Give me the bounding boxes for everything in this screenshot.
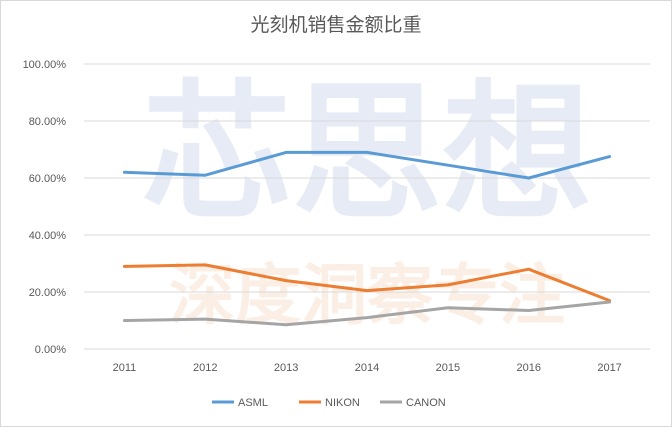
y-tick-label: 60.00% — [29, 173, 67, 185]
y-tick-label: 100.00% — [23, 59, 67, 71]
x-tick-label: 2014 — [355, 362, 379, 374]
series-lines — [122, 150, 612, 327]
x-tick-label: 2015 — [436, 362, 460, 374]
y-tick-label: 40.00% — [29, 230, 67, 242]
watermark-logo: 芯思想 — [142, 67, 592, 241]
chart-title: 光刻机销售金额比重 — [250, 14, 422, 36]
x-axis-ticks: 2011 2012 2013 2014 2015 2016 2017 — [113, 362, 622, 374]
series-line-nikon — [122, 263, 612, 303]
legend-label-canon: CANON — [406, 397, 446, 409]
x-tick-label: 2016 — [516, 362, 540, 374]
legend-label-asml: ASML — [238, 397, 268, 409]
y-tick-label: 20.00% — [29, 287, 67, 299]
x-tick-label: 2013 — [274, 362, 298, 374]
y-tick-label: 80.00% — [29, 116, 67, 128]
y-axis-ticks: 0.00% 20.00% 40.00% 60.00% 80.00% 100.00% — [23, 59, 67, 356]
legend-label-nikon: NIKON — [325, 397, 360, 409]
y-tick-label: 0.00% — [35, 344, 66, 356]
series-line-canon — [122, 300, 612, 327]
x-tick-label: 2011 — [113, 362, 137, 374]
gridlines — [84, 63, 650, 350]
series-line-asml — [122, 150, 612, 180]
x-tick-label: 2012 — [193, 362, 217, 374]
legend: ASML NIKON CANON — [212, 397, 446, 409]
x-tick-label: 2017 — [597, 362, 621, 374]
